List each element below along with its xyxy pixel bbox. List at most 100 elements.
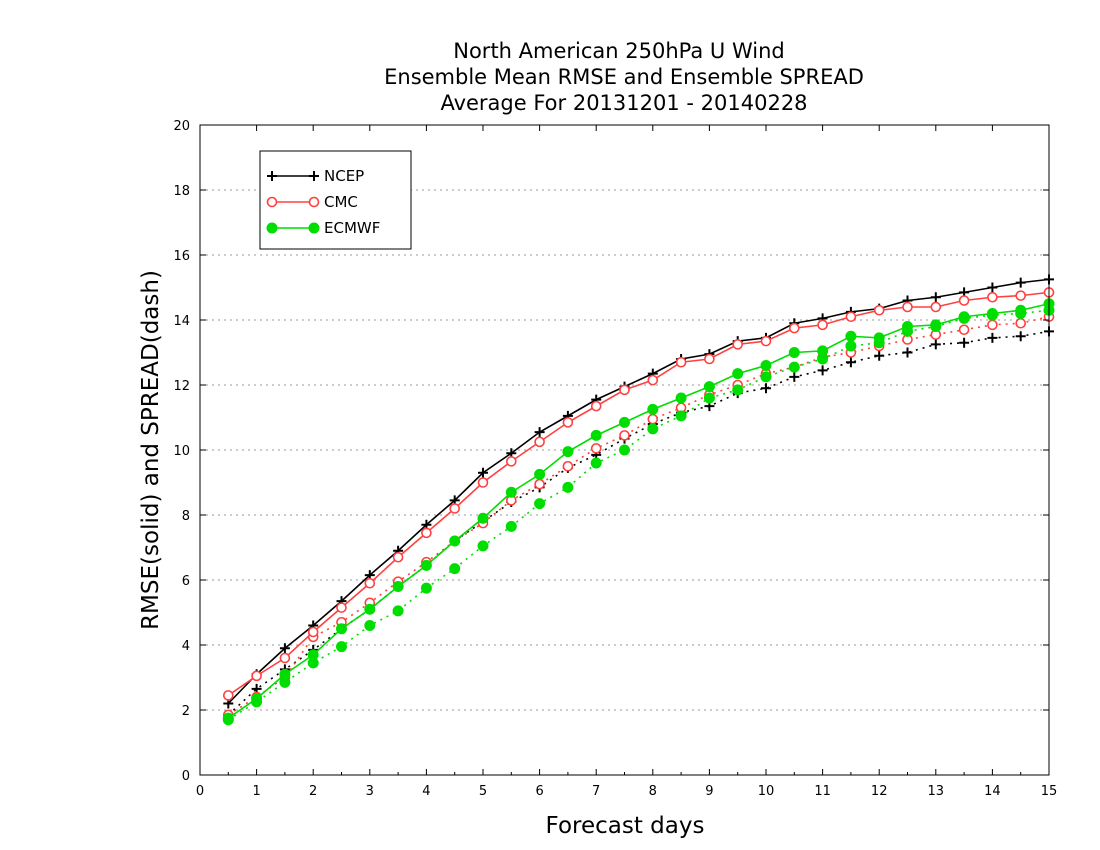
legend-marker-right-cmc xyxy=(308,196,320,208)
y-tick-label-12: 12 xyxy=(173,379,190,394)
legend-label-cmc: CMC xyxy=(324,193,358,211)
ecmwf-spread-point xyxy=(420,582,432,594)
ecmwf-spread-point xyxy=(590,457,602,469)
ecmwf-rmse-point xyxy=(845,330,857,342)
cmc-rmse-point xyxy=(251,670,262,682)
ecmwf-rmse-point xyxy=(279,668,291,680)
x-tick-label-0: 0 xyxy=(196,784,204,799)
cmc-rmse-point xyxy=(449,503,461,514)
x-tick-label-6: 6 xyxy=(535,784,543,799)
ecmwf-rmse-point xyxy=(760,360,772,371)
ncep-spread-point xyxy=(817,365,828,376)
title-line-2: Ensemble Mean RMSE and Ensemble SPREAD xyxy=(384,65,864,89)
cmc-rmse-point xyxy=(873,304,885,316)
ncep-spread-line xyxy=(227,330,1050,716)
ecmwf-rmse-point xyxy=(251,693,263,705)
ncep-spread-point xyxy=(987,332,998,343)
ncep-spread-point xyxy=(959,337,970,348)
legend-label-ecmwf: ECMWF xyxy=(324,219,380,237)
ecmwf-rmse-point xyxy=(703,381,715,393)
x-tick-label-15: 15 xyxy=(1041,784,1058,799)
cmc-spread-point xyxy=(987,319,998,331)
x-tick-label-14: 14 xyxy=(984,784,1001,799)
ecmwf-spread-point xyxy=(364,620,376,631)
ecmwf-rmse-point xyxy=(477,512,489,524)
cmc-rmse-point xyxy=(534,436,545,448)
ecmwf-rmse-point xyxy=(336,623,347,635)
cmc-rmse-point xyxy=(987,291,998,303)
legend-label-ncep: NCEP xyxy=(324,167,364,185)
cmc-rmse-point xyxy=(930,301,942,313)
legend-marker-left-cmc xyxy=(266,196,278,208)
cmc-spread-point xyxy=(1015,317,1027,329)
ecmwf-rmse-point xyxy=(1015,304,1027,316)
x-axis-ticks: 0 1 2 3 4 5 6 7 8 9 10 11 12 13 14 15 xyxy=(196,125,1057,799)
title-line-1: North American 250hPa U Wind xyxy=(453,39,785,63)
ncep-rmse-point xyxy=(1015,277,1026,288)
cmc-rmse-point xyxy=(307,626,319,638)
ecmwf-spread-point xyxy=(505,520,517,532)
legend: NCEP CMC ECMWF xyxy=(259,150,412,250)
y-tick-label-18: 18 xyxy=(173,184,190,199)
legend-marker-left-ncep xyxy=(267,171,277,181)
cmc-spread-point xyxy=(958,324,970,336)
ncep-rmse-point xyxy=(534,427,545,438)
ncep-rmse-line xyxy=(227,278,1050,705)
cmc-rmse-point xyxy=(477,477,489,488)
cmc-rmse-point xyxy=(788,322,800,334)
cmc-rmse-point xyxy=(619,384,630,396)
ncep-spread-point xyxy=(930,339,941,350)
ecmwf-spread-point xyxy=(336,641,347,653)
x-tick-label-1: 1 xyxy=(252,784,260,799)
cmc-rmse-point xyxy=(958,295,970,306)
cmc-spread-line xyxy=(227,315,1050,716)
x-tick-label-7: 7 xyxy=(592,784,600,799)
ecmwf-spread-point xyxy=(477,540,489,552)
ecmwf-rmse-point xyxy=(590,429,602,441)
ncep-spread-point xyxy=(845,357,856,368)
ecmwf-rmse-point xyxy=(562,446,574,458)
legend-box xyxy=(259,150,412,250)
ncep-rmse-point xyxy=(930,292,941,303)
x-tick-label-13: 13 xyxy=(928,784,945,799)
cmc-rmse-point xyxy=(505,456,517,467)
ecmwf-rmse-point xyxy=(534,468,546,480)
x-tick-label-12: 12 xyxy=(871,784,888,799)
y-tick-label-8: 8 xyxy=(182,509,190,524)
ecmwf-spread-point xyxy=(534,498,546,510)
ecmwf-rmse-point xyxy=(732,368,744,380)
ncep-spread-point xyxy=(874,350,885,361)
y-tick-label-6: 6 xyxy=(182,574,190,589)
ncep-spread-point xyxy=(902,347,913,358)
cmc-rmse-point xyxy=(817,319,828,331)
cmc-spread-point xyxy=(562,460,574,472)
ecmwf-rmse-point xyxy=(930,319,942,331)
ecmwf-rmse-point xyxy=(307,649,319,661)
y-tick-label-14: 14 xyxy=(173,314,190,329)
cmc-rmse-point xyxy=(562,417,574,428)
ecmwf-rmse-point xyxy=(222,712,234,724)
y-axis-ticks: 0 2 4 6 8 10 12 14 16 18 20 xyxy=(173,119,1049,784)
y-tick-label-20: 20 xyxy=(173,119,190,134)
y-tick-label-10: 10 xyxy=(173,444,190,459)
plot-series xyxy=(222,274,1055,726)
cmc-spread-point xyxy=(534,478,545,490)
cmc-rmse-point xyxy=(223,690,234,701)
title-line-3: Average For 20131201 - 20140228 xyxy=(440,91,807,115)
ncep-spread-point xyxy=(761,383,771,394)
ecmwf-spread-point xyxy=(449,563,461,575)
cmc-rmse-line xyxy=(227,291,1050,697)
ecmwf-spread-point xyxy=(562,481,574,493)
ecmwf-rmse-point xyxy=(364,603,376,615)
cmc-rmse-point xyxy=(1015,290,1027,301)
cmc-rmse-point xyxy=(421,527,432,539)
cmc-rmse-point xyxy=(760,335,772,347)
ecmwf-spread-point xyxy=(788,361,800,373)
x-tick-label-5: 5 xyxy=(479,784,487,799)
ncep-rmse-point xyxy=(279,643,290,654)
ecmwf-spread-point xyxy=(392,605,404,617)
legend-marker-left-ecmwf xyxy=(266,222,278,234)
chart-title: North American 250hPa U Wind Ensemble Me… xyxy=(384,39,864,115)
cmc-rmse-point xyxy=(704,353,715,365)
